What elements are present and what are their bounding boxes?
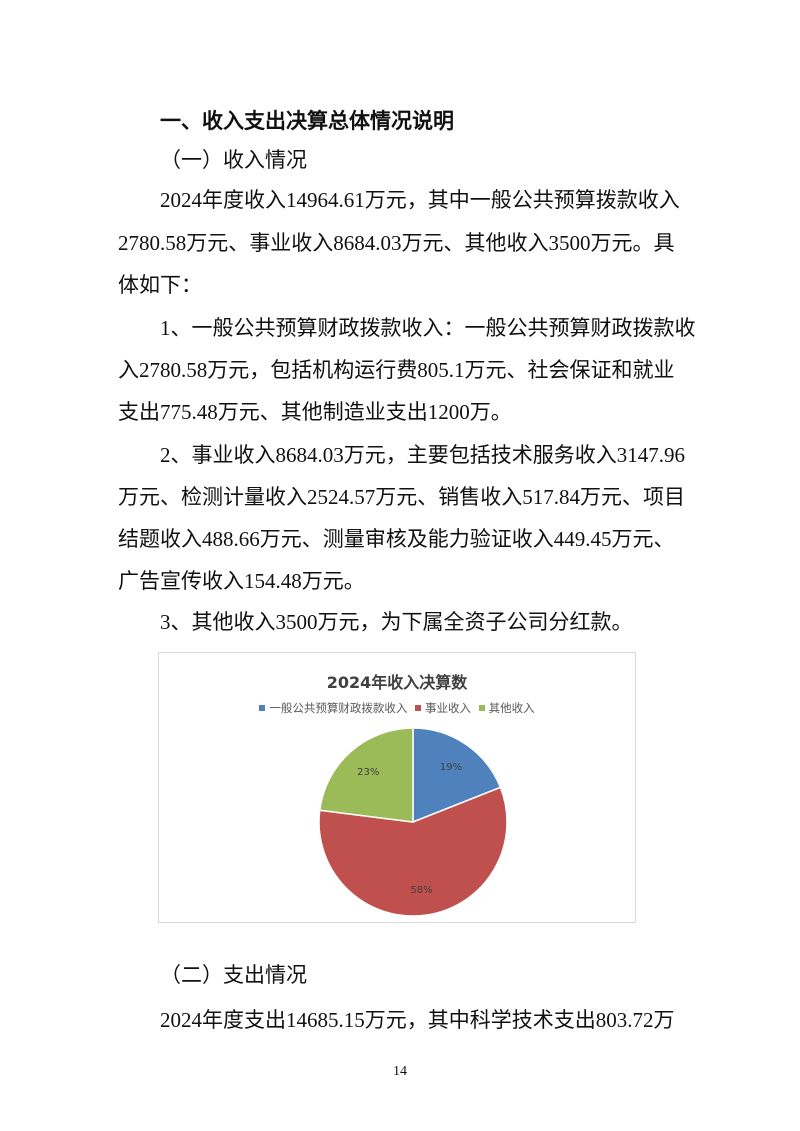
legend-label: 事业收入 — [425, 701, 471, 715]
pie-slice — [318, 727, 414, 823]
paragraph-line: 体如下： — [118, 273, 202, 297]
legend-swatch — [415, 705, 421, 711]
chart-legend: 一般公共预算财政拨款收入 事业收入 其他收入 — [159, 700, 635, 716]
paragraph-line: 2024年度支出14685.15万元，其中科学技术支出803.72万 — [160, 1008, 675, 1032]
chart-title: 2024年收入决算数 — [326, 673, 468, 692]
slice-label: 19% — [440, 762, 462, 773]
page-number: 14 — [393, 1064, 407, 1079]
slice-label: 23% — [357, 767, 379, 778]
legend-label: 一般公共预算财政拨款收入 — [269, 701, 408, 715]
section-heading: 一、收入支出决算总体情况说明 — [160, 109, 454, 133]
legend-swatch — [478, 705, 485, 711]
subsection-title: （二）支出情况 — [160, 963, 307, 987]
slice-label: 58% — [410, 885, 432, 896]
paragraph-line: 万元、检测计量收入2524.57万元、销售收入517.84万元、项目 — [118, 485, 685, 509]
paragraph-line: 结题收入488.66万元、测量审核及能力验证收入449.45万元、 — [118, 527, 675, 551]
legend-item: 其他收入 — [478, 700, 535, 716]
paragraph-line: 2024年度收入14964.61万元，其中一般公共预算拨款收入 — [160, 188, 680, 212]
paragraph-line: 3、其他收入3500万元，为下属全资子公司分红款。 — [160, 610, 633, 634]
pie-slice — [318, 786, 508, 917]
legend-item: 事业收入 — [415, 700, 471, 716]
paragraph-line: 2780.58万元、事业收入8684.03万元、其他收入3500万元。具 — [118, 231, 675, 255]
income-pie-chart: 2024年收入决算数 一般公共预算财政拨款收入 事业收入 其他收入 19% 58%… — [158, 652, 636, 923]
pie-slice — [412, 727, 502, 824]
legend-swatch — [259, 705, 266, 711]
legend-label: 其他收入 — [488, 701, 535, 715]
legend-item: 一般公共预算财政拨款收入 — [259, 700, 407, 716]
paragraph-line: 支出775.48万元、其他制造业支出1200万。 — [118, 400, 512, 424]
paragraph-line: 广告宣传收入154.48万元。 — [118, 569, 365, 593]
paragraph-line: 2、事业收入8684.03万元，主要包括技术服务收入3147.96 — [160, 443, 685, 467]
paragraph-line: 入2780.58万元，包括机构运行费805.1万元、社会保证和就业 — [118, 358, 675, 382]
pie-plot: 19% 58% 23% — [318, 727, 508, 917]
subsection-title: （一）收入情况 — [160, 148, 307, 172]
paragraph-line: 1、一般公共预算财政拨款收入：一般公共预算财政拨款收 — [160, 316, 696, 340]
